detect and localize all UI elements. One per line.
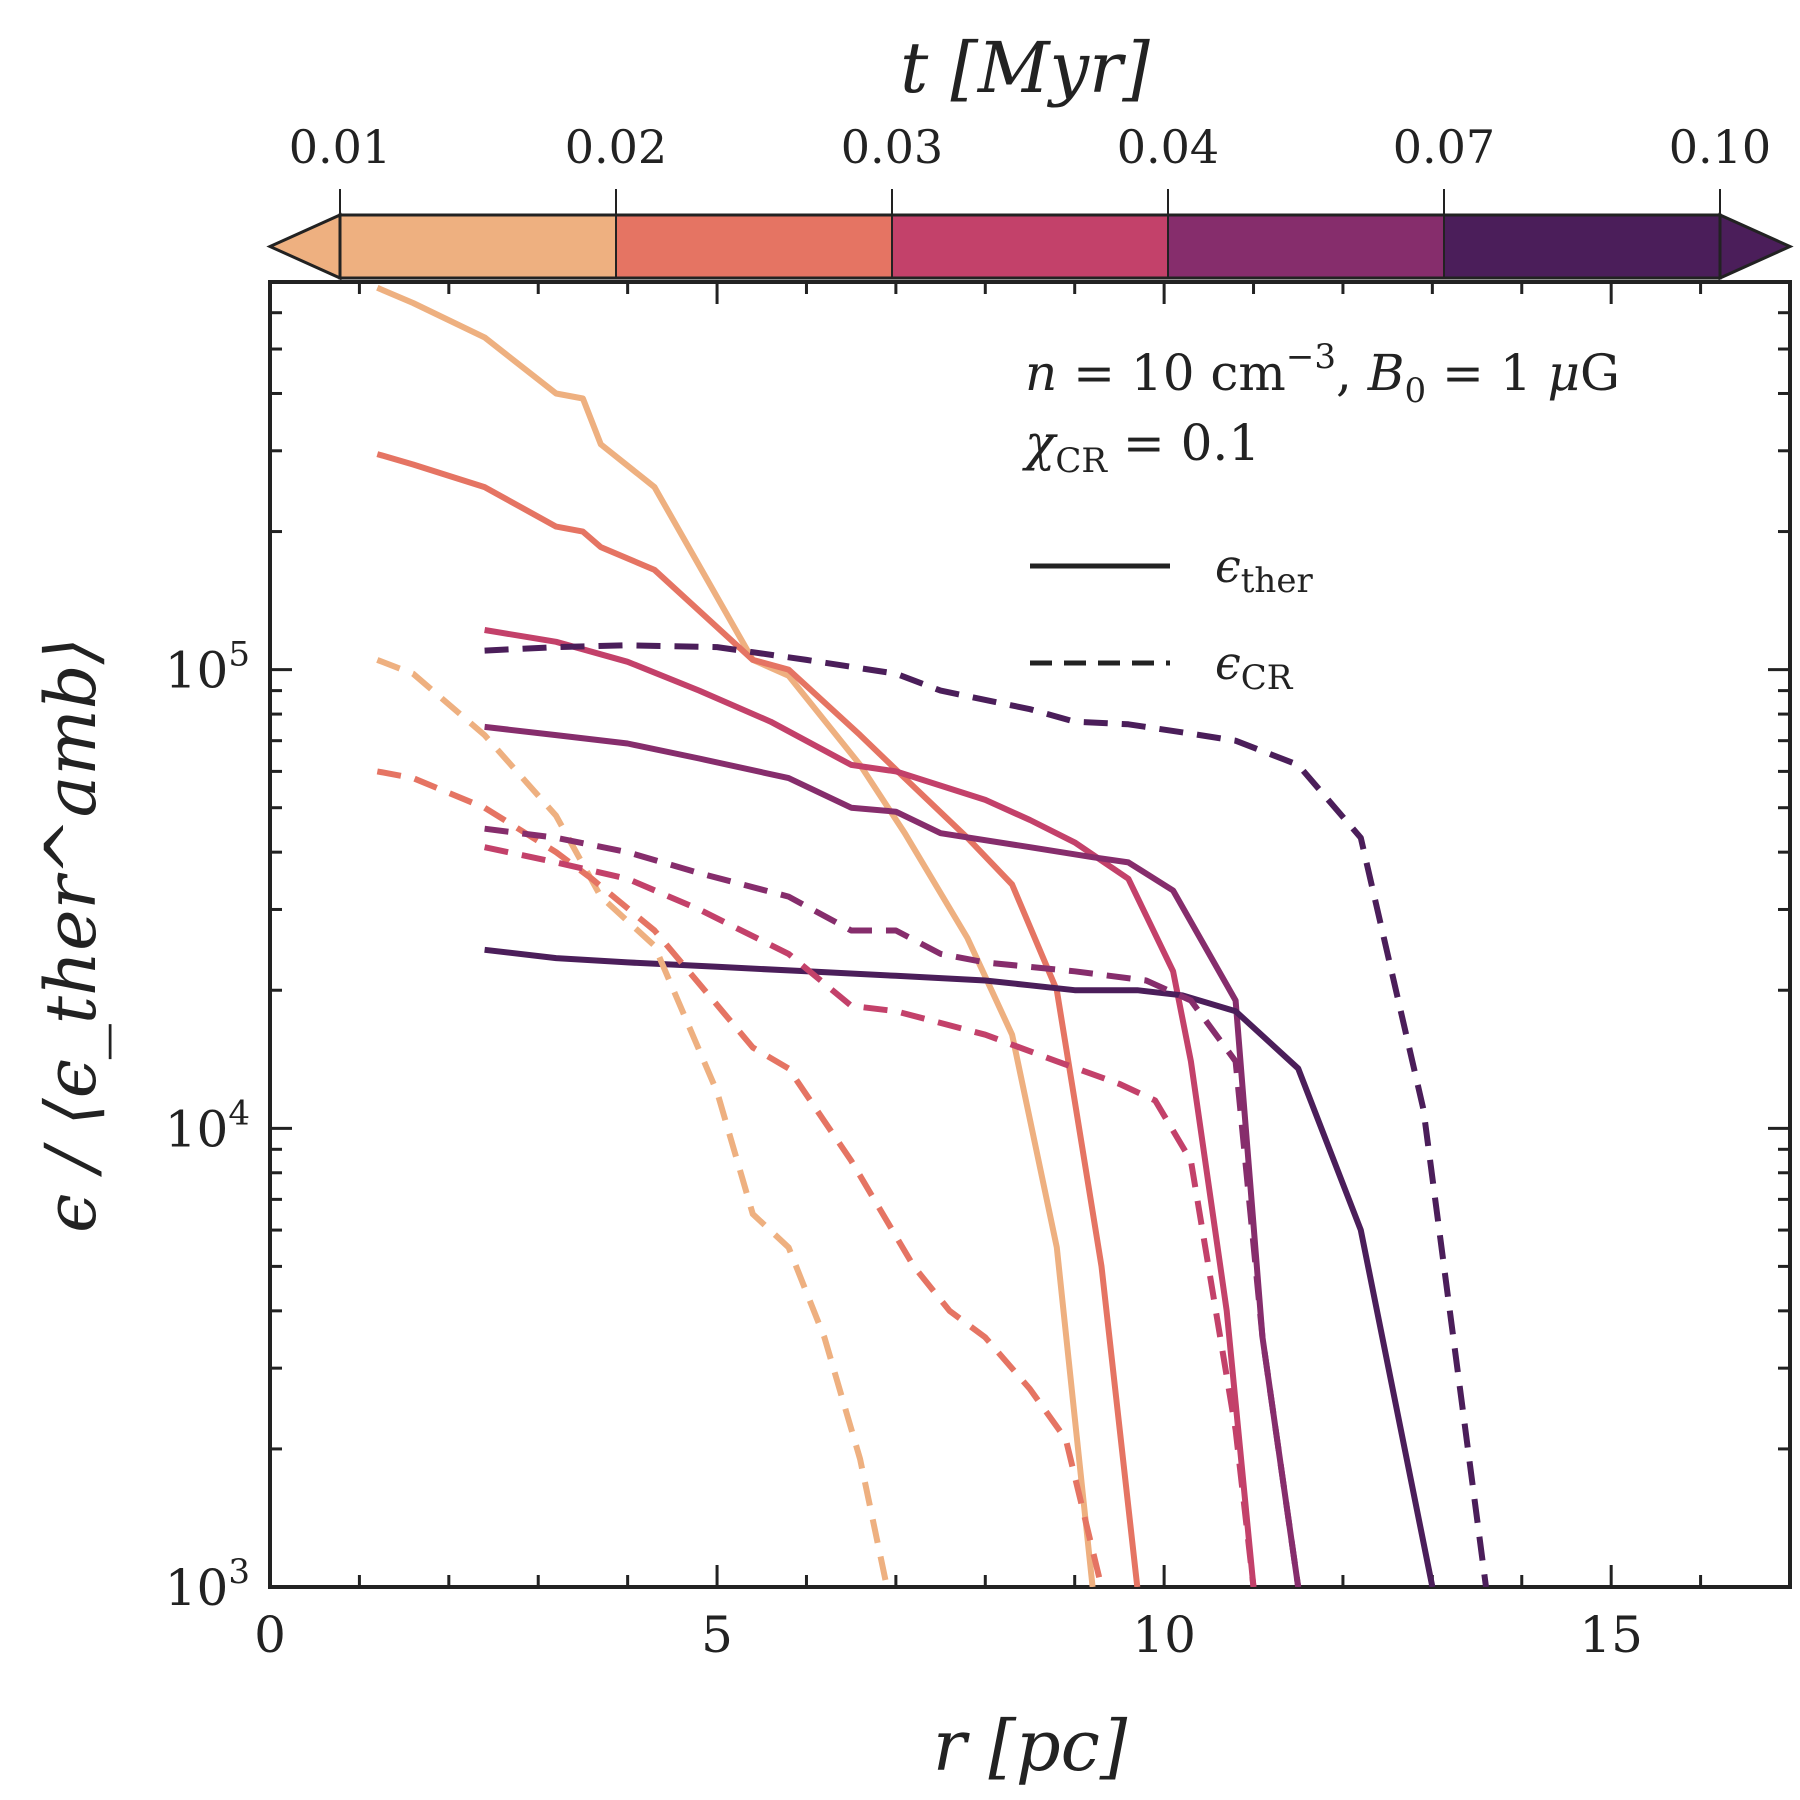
- legend-label-cr: ϵCR: [1215, 636, 1294, 698]
- series-lines: [376, 285, 1489, 1587]
- series-ther-t0.01: [376, 285, 1096, 1587]
- series-ther-t0.10: [484, 946, 1436, 1587]
- colorbar-extend-right: [1718, 212, 1794, 281]
- x-tick-label: 5: [701, 1606, 733, 1664]
- y-axis-label: ϵ / ⟨ϵ_ther^amb⟩: [30, 637, 112, 1233]
- x-tick-label: 10: [1132, 1606, 1196, 1664]
- x-axis-ticks: 0 5 10 15: [254, 282, 1792, 1664]
- colorbar-label: t [Myr]: [900, 27, 1150, 109]
- legend-label-ther: ϵther: [1215, 539, 1313, 601]
- legend: ϵther ϵCR: [1030, 539, 1313, 698]
- x-tick-label: 0: [254, 1606, 286, 1664]
- annotation-line-1: n = 10 cm−3, B0 = 1 μG: [1025, 337, 1620, 411]
- colorbar-tick-label: 0.03: [841, 120, 943, 174]
- colorbar: t [Myr] 0.01 0.02 0.03 0.04 0.07 0.10: [266, 27, 1794, 281]
- series-ther-t0.03: [484, 627, 1257, 1587]
- series-ther-t0.02: [376, 451, 1141, 1587]
- colorbar-tick-label: 0.10: [1669, 120, 1771, 174]
- series-ther-t0.04: [484, 723, 1302, 1587]
- colorbar-extend-left: [266, 212, 342, 281]
- y-axis-ticks: 103 104 105: [165, 280, 1790, 1617]
- colorbar-tick-label: 0.02: [565, 120, 667, 174]
- series-CR-t0.01: [376, 657, 890, 1587]
- colorbar-ticks: 0.01 0.02 0.03 0.04 0.07 0.10: [289, 120, 1771, 278]
- colorbar-segment: [1168, 215, 1444, 278]
- series-CR-t0.03: [483, 844, 1257, 1587]
- y-tick-label: 105: [165, 635, 250, 700]
- plot-frame: [268, 280, 1792, 1589]
- colorbar-tick-label: 0.04: [1117, 120, 1219, 174]
- series-CR-t0.02: [376, 768, 1105, 1587]
- colorbar-segment: [892, 215, 1168, 278]
- y-tick-label: 104: [165, 1093, 250, 1158]
- series-CR-t0.10: [484, 642, 1489, 1587]
- series-CR-t0.04: [484, 825, 1302, 1587]
- y-tick-label: 103: [165, 1552, 250, 1617]
- colorbar-tick-label: 0.01: [289, 120, 391, 174]
- colorbar-segment: [616, 215, 892, 278]
- x-axis-label: r [pc]: [933, 1705, 1128, 1787]
- x-tick-label: 15: [1579, 1606, 1643, 1664]
- colorbar-segments: [266, 212, 1794, 281]
- annotation: n = 10 cm−3, B0 = 1 μG χCR = 0.1: [1022, 337, 1620, 481]
- colorbar-tick-label: 0.07: [1393, 120, 1495, 174]
- annotation-line-2: χCR = 0.1: [1022, 414, 1260, 481]
- colorbar-segment: [340, 215, 616, 278]
- colorbar-segment: [1444, 215, 1720, 278]
